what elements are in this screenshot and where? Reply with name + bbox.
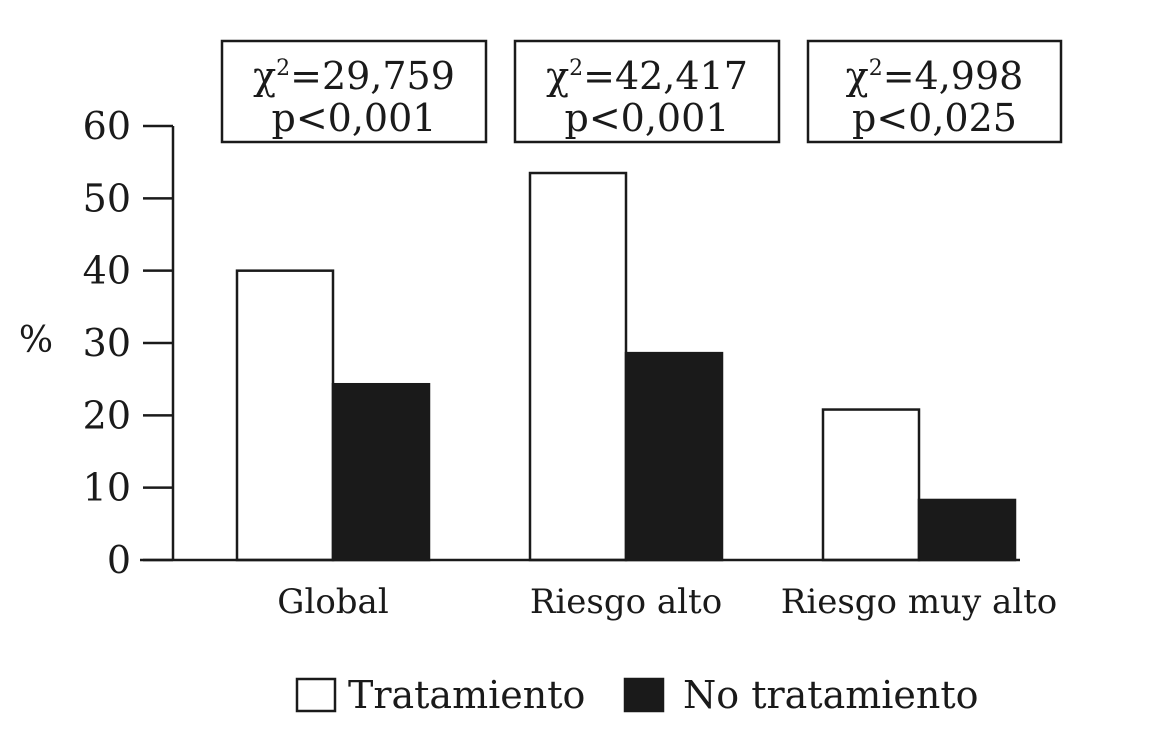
legend: Tratamiento No tratamiento <box>295 673 979 717</box>
bar-no-tratamiento-global <box>331 382 431 562</box>
y-tick-label: 10 <box>83 466 131 510</box>
y-tick-label: 20 <box>83 393 131 437</box>
stat-box-frame <box>806 39 1063 144</box>
y-axis-label: % <box>19 320 53 361</box>
p-value-text: p<0,025 <box>852 96 1017 140</box>
legend-item-no-tratamiento: No tratamiento <box>623 673 979 717</box>
bar-tratamiento-riesgo-muy-alto <box>821 408 921 562</box>
p-value-text: p<0,001 <box>272 96 437 140</box>
bars <box>235 171 1017 562</box>
stat-box-frame <box>513 39 781 144</box>
chi-symbol: χ <box>253 54 276 98</box>
legend-label: No tratamiento <box>683 673 979 717</box>
chi-value: =29,759 <box>290 54 455 98</box>
x-tick-label: Global <box>277 582 388 622</box>
chi-exponent: 2 <box>869 56 883 81</box>
y-tick-label: 50 <box>83 176 131 220</box>
chi-exponent: 2 <box>276 56 290 81</box>
p-value-text: p<0,001 <box>565 96 730 140</box>
stat-annotations: χ2=29,759p<0,001χ2=42,417p<0,001χ2=4,998… <box>220 39 1063 144</box>
y-tick-label: 30 <box>83 321 131 365</box>
y-tick-label: 0 <box>107 538 131 582</box>
legend-swatch <box>623 677 665 713</box>
x-axis-labels: Global Riesgo alto Riesgo muy alto <box>277 582 1057 622</box>
y-axis: 0 10 20 30 40 50 60 <box>83 104 175 582</box>
chi-symbol: χ <box>846 54 869 98</box>
x-tick-label: Riesgo muy alto <box>781 582 1058 622</box>
chi-symbol: χ <box>546 54 569 98</box>
chi-value: =4,998 <box>883 54 1024 98</box>
chi-exponent: 2 <box>569 56 583 81</box>
bar-no-tratamiento-riesgo-muy-alto <box>917 498 1017 562</box>
chi-square-text: χ2=4,998 <box>846 54 1024 98</box>
chi-square-text: χ2=42,417 <box>546 54 748 98</box>
stat-box-frame <box>220 39 488 144</box>
bar-tratamiento-global <box>235 269 335 562</box>
bar-tratamiento-riesgo-alto <box>528 171 628 562</box>
x-tick-label: Riesgo alto <box>530 582 722 622</box>
legend-swatch <box>295 677 337 713</box>
chi-value: =42,417 <box>583 54 748 98</box>
legend-label: Tratamiento <box>348 673 585 717</box>
legend-item-tratamiento: Tratamiento <box>295 673 585 717</box>
y-tick-label: 60 <box>83 104 131 148</box>
chi-square-text: χ2=29,759 <box>253 54 455 98</box>
y-tick-label: 40 <box>83 249 131 293</box>
bar-no-tratamiento-riesgo-alto <box>624 351 724 562</box>
